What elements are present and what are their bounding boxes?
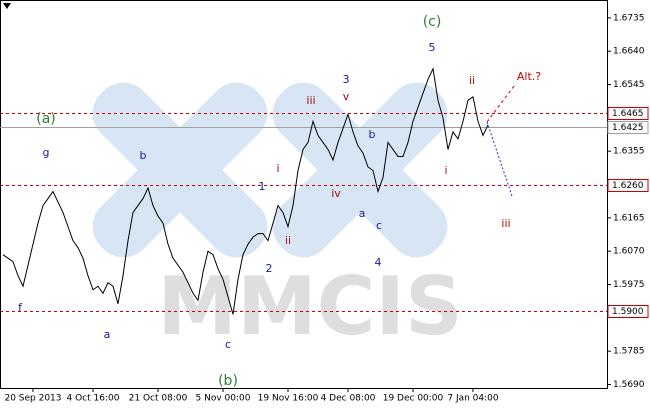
wave-label: i [444,164,447,177]
wave-label: (a) [36,111,56,127]
wave-label: 3 [343,73,350,86]
y-tick-label: 1.6640 [613,47,645,57]
watermark-logo [92,82,448,258]
wave-label: iii [501,217,510,230]
x-tick-label: 4 Dec 08:00 [321,394,376,404]
alt-projection [486,85,515,123]
main-projection [486,121,513,197]
x-tick-label: 20 Sep 2013 [4,394,61,404]
wave-label: a [359,207,366,220]
wave-label: 1 [259,180,266,193]
wave-label: i [276,162,279,175]
level-label: 1.6465 [612,109,644,119]
wave-label: c [376,219,382,232]
wave-label: g [43,146,50,159]
wave-label: ii [469,74,475,87]
y-tick-label: 1.6165 [613,213,645,223]
x-tick-label: 21 Oct 08:00 [129,394,188,404]
level-box [607,305,649,318]
y-tick-label: 1.5690 [613,380,645,390]
wave-label: iii [306,94,315,107]
wave-label: 4 [375,256,382,269]
wave-label: c [225,338,231,351]
y-tick-label: 1.5975 [613,280,645,290]
wave-label: iv [331,187,341,200]
x-tick-label: 19 Nov 16:00 [258,394,319,404]
watermark-text: MMCIS [157,260,462,353]
y-tick-label: 1.6355 [613,147,645,157]
wave-label: ii [285,234,291,247]
wave-label: 5 [429,41,436,54]
level-box [607,179,649,192]
y-tick-label: 1.6070 [613,247,645,257]
x-tick-label: 7 Jan 04:00 [447,394,499,404]
wave-label: 2 [266,262,273,275]
wave-label: a [104,328,111,341]
level-label: 1.5900 [612,307,644,317]
wave-label: (b) [218,373,238,389]
x-tick-label: 19 Dec 00:00 [383,394,444,404]
x-tick-label: 4 Oct 16:00 [67,394,120,404]
scroll-marker [3,3,11,9]
level-label: 1.6260 [612,181,644,191]
level-label: 1.6425 [612,123,644,133]
wave-label: (c) [423,14,442,30]
wave-label: v [343,90,350,103]
wave-label: f [18,301,23,314]
wave-label: Alt.? [517,70,541,83]
y-tick-label: 1.5785 [613,347,645,357]
level-box [607,107,649,120]
wave-label: b [140,149,147,162]
wave-label: b [369,128,376,141]
y-tick-label: 1.6545 [613,80,645,90]
price-line [2,67,489,315]
y-tick-label: 1.6735 [613,13,645,23]
x-tick-label: 5 Nov 00:00 [196,394,251,404]
plot-frame [0,0,608,389]
level-box [607,121,649,134]
